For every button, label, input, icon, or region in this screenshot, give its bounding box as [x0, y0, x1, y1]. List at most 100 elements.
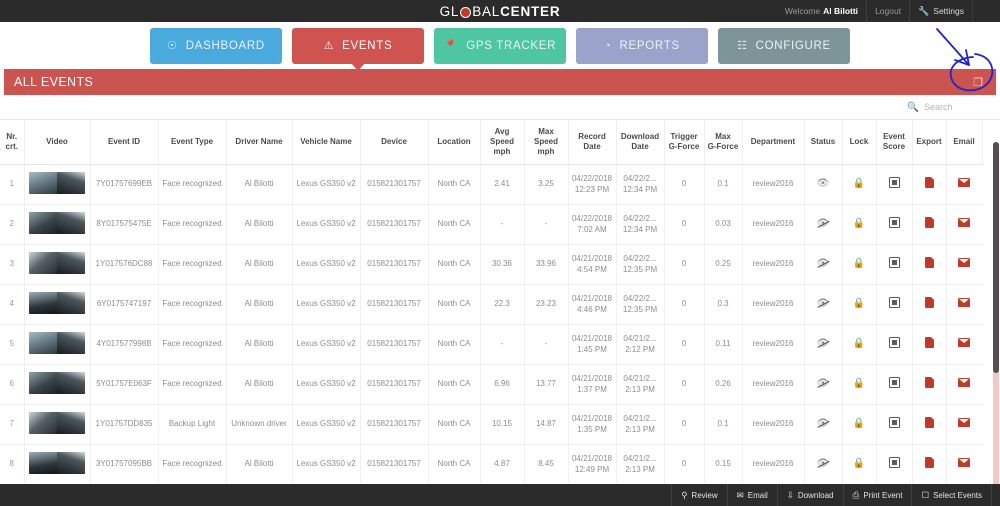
cell-lock[interactable]: 🔒: [842, 244, 877, 285]
video-thumbnail[interactable]: [29, 331, 85, 354]
cell-event-score[interactable]: [876, 404, 913, 445]
nav-button-configure[interactable]: ☷ CONFIGURE: [718, 27, 850, 64]
cell-email[interactable]: [946, 284, 982, 325]
column-header-export[interactable]: Export: [912, 120, 947, 165]
email-icon[interactable]: [958, 258, 971, 268]
cell-video[interactable]: [24, 444, 91, 485]
cell-email[interactable]: [946, 444, 982, 485]
column-header-lock[interactable]: Lock: [842, 120, 877, 165]
cell-email[interactable]: [946, 244, 982, 285]
cell-lock[interactable]: 🔒: [842, 164, 877, 205]
cell-email[interactable]: [946, 204, 982, 245]
email-icon[interactable]: [958, 298, 971, 308]
cell-event-score[interactable]: [876, 204, 913, 245]
column-header-trigger-g-force[interactable]: Trigger G-Force: [664, 120, 705, 165]
cell-event-score[interactable]: [876, 444, 913, 485]
nav-button-dashboard[interactable]: ☉ DASHBOARD: [150, 27, 282, 64]
email-icon[interactable]: [958, 418, 971, 428]
cell-status[interactable]: 👁: [804, 204, 843, 245]
settings-button[interactable]: 🔧 Settings: [910, 0, 972, 22]
column-header-max-speed[interactable]: Max Speed mph: [524, 120, 569, 165]
cell-event-score[interactable]: [876, 164, 913, 205]
score-icon[interactable]: [888, 217, 900, 229]
score-icon[interactable]: [888, 457, 900, 469]
cell-lock[interactable]: 🔒: [842, 364, 877, 405]
export-pdf-icon[interactable]: [924, 377, 934, 389]
lock-icon[interactable]: 🔒: [852, 418, 866, 430]
email-icon[interactable]: [958, 458, 971, 468]
cell-export[interactable]: [912, 204, 947, 245]
email-icon[interactable]: [958, 378, 971, 388]
video-thumbnail[interactable]: [29, 251, 85, 274]
lock-icon[interactable]: 🔒: [852, 298, 866, 310]
table-row[interactable]: 1 7Y01757699EB Face recognized Al Bilotti Le…: [0, 164, 982, 205]
score-icon[interactable]: [888, 337, 900, 349]
print-event-button[interactable]: ⎙ Print Event: [842, 484, 912, 506]
cell-video[interactable]: [24, 404, 91, 445]
eye-icon[interactable]: 👁: [816, 178, 830, 190]
cell-export[interactable]: [912, 244, 947, 285]
cell-status[interactable]: 👁: [804, 244, 843, 285]
email-icon[interactable]: [958, 338, 971, 348]
video-thumbnail[interactable]: [29, 211, 85, 234]
cell-video[interactable]: [24, 364, 91, 405]
cell-event-score[interactable]: [876, 244, 913, 285]
cell-lock[interactable]: 🔒: [842, 204, 877, 245]
select-events-button[interactable]: ☐ Select Events: [911, 484, 992, 506]
vertical-scrollbar[interactable]: [992, 120, 1000, 502]
cell-video[interactable]: [24, 324, 91, 365]
column-header-nr[interactable]: Nr. crt.: [0, 120, 25, 165]
cell-video[interactable]: [24, 284, 91, 325]
video-thumbnail[interactable]: [29, 411, 85, 434]
table-row[interactable]: 5 4Y017577998B Face recognized Al Bilotti Le…: [0, 324, 982, 365]
cell-export[interactable]: [912, 364, 947, 405]
eye-off-icon[interactable]: 👁: [817, 459, 830, 469]
cell-export[interactable]: [912, 324, 947, 365]
column-header-avg-speed[interactable]: Avg Speed mph: [480, 120, 525, 165]
cell-status[interactable]: 👁: [804, 404, 843, 445]
download-button[interactable]: ⇩ Download: [776, 484, 843, 506]
lock-icon[interactable]: 🔒: [852, 218, 866, 230]
cell-event-score[interactable]: [876, 284, 913, 325]
table-row[interactable]: 4 6Y0175747197 Face recognized Al Bilotti Le…: [0, 284, 982, 325]
cell-email[interactable]: [946, 324, 982, 365]
score-icon[interactable]: [888, 417, 900, 429]
cell-export[interactable]: [912, 164, 947, 205]
eye-off-icon[interactable]: 👁: [817, 299, 830, 309]
cell-export[interactable]: [912, 284, 947, 325]
eye-off-icon[interactable]: 👁: [817, 339, 830, 349]
table-row[interactable]: 8 3Y01757095BB Face recognized Al Bilotti Le…: [0, 444, 982, 485]
video-thumbnail[interactable]: [29, 451, 85, 474]
cell-email[interactable]: [946, 164, 982, 205]
events-table-container[interactable]: Nr. crt. Video Event ID Event Type Driver…: [0, 119, 1000, 502]
video-thumbnail[interactable]: [29, 291, 85, 314]
email-button[interactable]: ✉ Email: [726, 484, 777, 506]
column-header-record-date[interactable]: Record Date: [568, 120, 617, 165]
export-pdf-icon[interactable]: [924, 337, 934, 349]
column-header-department[interactable]: Department: [742, 120, 805, 165]
column-header-driver-name[interactable]: Driver Name: [226, 120, 293, 165]
lock-icon[interactable]: 🔒: [852, 178, 866, 190]
column-header-email[interactable]: Email: [946, 120, 983, 165]
column-header-device[interactable]: Device: [360, 120, 429, 165]
cell-lock[interactable]: 🔒: [842, 444, 877, 485]
export-pdf-icon[interactable]: [924, 297, 934, 309]
table-row[interactable]: 3 1Y017576DC88 Face recognized Al Bilotti Le…: [0, 244, 982, 285]
column-header-event-score[interactable]: Event Score: [876, 120, 913, 165]
cell-video[interactable]: [24, 204, 91, 245]
search-input[interactable]: [924, 102, 986, 112]
restore-window-icon[interactable]: ❐: [973, 76, 983, 89]
export-pdf-icon[interactable]: [924, 457, 934, 469]
cell-lock[interactable]: 🔒: [842, 324, 877, 365]
nav-button-events[interactable]: ⚠ EVENTS: [292, 27, 424, 64]
score-icon[interactable]: [888, 377, 900, 389]
column-header-event-type[interactable]: Event Type: [158, 120, 227, 165]
score-icon[interactable]: [888, 297, 900, 309]
scrollbar-thumb[interactable]: [993, 142, 999, 373]
cell-export[interactable]: [912, 444, 947, 485]
cell-status[interactable]: 👁: [804, 164, 843, 205]
lock-icon[interactable]: 🔒: [852, 458, 866, 470]
nav-button-reports[interactable]: ◔ REPORTS: [576, 27, 708, 64]
video-thumbnail[interactable]: [29, 171, 85, 194]
email-icon[interactable]: [958, 218, 971, 228]
